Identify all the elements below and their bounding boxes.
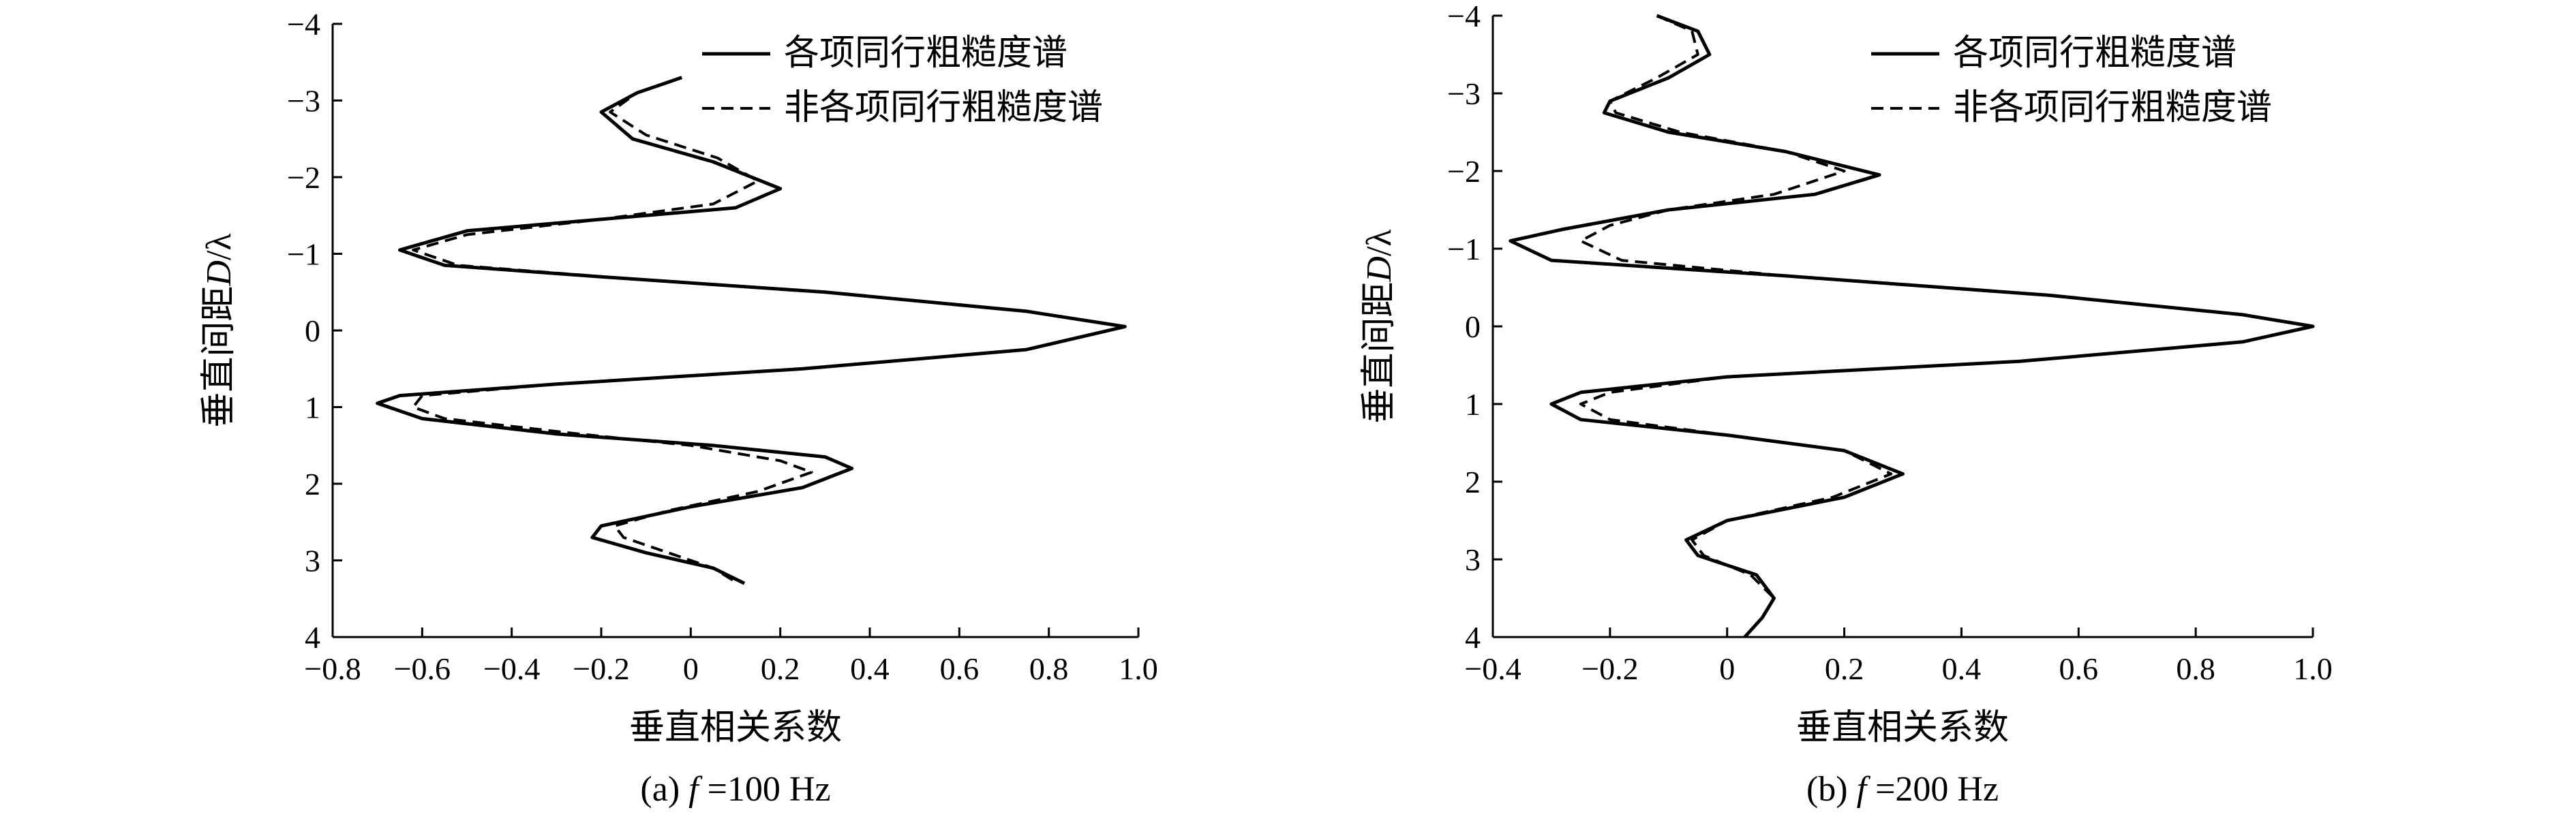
- y-tick-label: 3: [1465, 542, 1481, 577]
- y-axis-title-variable: D: [1360, 256, 1399, 283]
- x-tick-label: 0.6: [940, 651, 980, 686]
- legend-label: 各项同行粗糙度谱: [784, 34, 1067, 73]
- x-tick-label: 0: [1719, 651, 1735, 686]
- x-tick-label: 0: [683, 651, 699, 686]
- x-tick-label: 1.0: [1119, 651, 1158, 686]
- caption-prefix: (a): [640, 770, 688, 809]
- x-tick-label: 1.0: [2293, 651, 2333, 686]
- y-tick-label: 1: [1465, 387, 1481, 422]
- y-tick-label: 3: [305, 544, 320, 578]
- x-axis-title: 垂直相关系数: [1796, 709, 2009, 747]
- x-tick-label: −0.2: [1581, 651, 1638, 686]
- caption-prefix: (b): [1806, 770, 1857, 809]
- y-tick-label: −2: [287, 160, 320, 195]
- y-axis-title-prefix: 垂直间距: [1360, 282, 1399, 424]
- x-tick-label: 0.2: [1825, 651, 1864, 686]
- panel-caption: (a) f =100 Hz: [640, 770, 830, 809]
- series-line-anisotropic: [412, 76, 1127, 583]
- y-tick-label: −4: [1447, 0, 1481, 33]
- x-tick-label: −0.6: [394, 651, 451, 686]
- y-axis-title-suffix: /λ: [1360, 229, 1399, 256]
- x-tick-label: −0.2: [573, 651, 629, 686]
- y-axis-title-variable: D: [200, 260, 239, 287]
- x-axis-title: 垂直相关系数: [629, 709, 842, 747]
- y-tick-label: −4: [287, 7, 320, 42]
- y-tick-label: −2: [1447, 154, 1481, 189]
- caption-value: =100 Hz: [699, 770, 831, 809]
- y-tick-label: −3: [287, 84, 320, 119]
- panel-caption: (b) f =200 Hz: [1806, 770, 1999, 809]
- panel-b: −0.4 −0.2 0 0.2 0.4 0.6 0.8 1.0 −4 −3 −2 −1 0 1 2 3 4 垂直相…: [1360, 0, 2333, 809]
- x-tick-label: 0.6: [2059, 651, 2099, 686]
- y-tick-label: 0: [1465, 309, 1481, 344]
- x-tick-label: −0.8: [304, 651, 361, 686]
- series-line-isotropic: [1509, 14, 2315, 638]
- series-line-anisotropic: [1579, 14, 2314, 638]
- y-tick-label: 4: [1465, 620, 1481, 655]
- x-tick-label: 0.2: [761, 651, 800, 686]
- y-axis-title: 垂直间距D/λ: [200, 233, 239, 427]
- y-axis-title-prefix: 垂直间距: [200, 286, 239, 428]
- legend-label: 各项同行粗糙度谱: [1953, 34, 2237, 73]
- y-axis-title-suffix: /λ: [200, 233, 239, 260]
- y-tick-label: −1: [1447, 232, 1481, 266]
- y-tick-label: 2: [305, 467, 320, 501]
- x-tick-label: −0.4: [1464, 651, 1521, 686]
- legend-label: 非各项同行粗糙度谱: [784, 89, 1103, 127]
- y-tick-label: 1: [305, 390, 320, 425]
- series-line-isotropic: [376, 76, 1127, 585]
- y-tick-label: 4: [305, 620, 320, 655]
- y-tick-label: 2: [1465, 465, 1481, 499]
- x-tick-label: 0.8: [1029, 651, 1069, 686]
- y-axis-title: 垂直间距D/λ: [1360, 229, 1399, 423]
- panel-a: −0.8 −0.6 −0.4 −0.2 0 0.2 0.4 0.6 0.8 1.0 −4 −3 −2 −1…: [200, 7, 1158, 809]
- legend-label: 非各项同行粗糙度谱: [1953, 89, 2272, 127]
- x-tick-label: 0.4: [850, 651, 890, 686]
- y-tick-label: 0: [305, 313, 320, 348]
- caption-value: =200 Hz: [1866, 770, 1999, 809]
- x-tick-label: 0.8: [2176, 651, 2215, 686]
- x-tick-label: −0.4: [483, 651, 540, 686]
- x-tick-label: 0.4: [1942, 651, 1982, 686]
- y-tick-label: −3: [1447, 76, 1481, 111]
- y-tick-label: −1: [287, 237, 320, 272]
